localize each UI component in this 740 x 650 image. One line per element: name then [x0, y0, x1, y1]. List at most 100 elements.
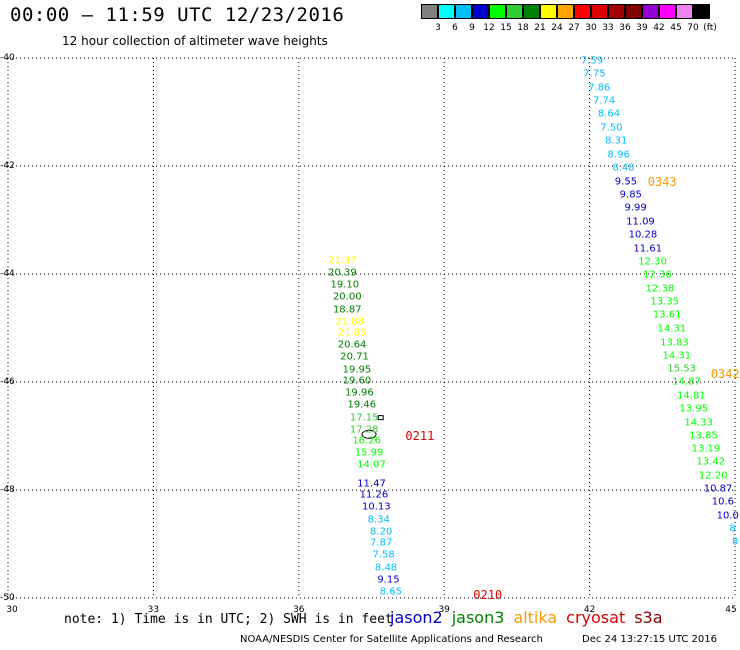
wave-height-value: 11.47	[357, 478, 386, 490]
lat-tick-label: -42	[0, 161, 15, 171]
wave-height-value: 14.07	[357, 459, 386, 471]
legend-label: 33	[602, 23, 614, 33]
generation-timestamp: Dec 24 13:27:15 UTC 2016	[582, 634, 717, 645]
satellite-name-jason3: jason3	[451, 608, 505, 627]
wave-height-value: 15.53	[667, 363, 696, 375]
satellite-name-altika: altika	[513, 608, 558, 627]
wave-height-value: 19.96	[345, 387, 374, 399]
lon-tick-label: 39	[438, 605, 450, 615]
wave-height-value: 7.58	[372, 549, 395, 561]
lat-tick-label: -46	[0, 377, 15, 387]
wave-height-value: 13.19	[691, 443, 721, 455]
wave-height-value: 13.42	[696, 456, 726, 468]
legend-swatch	[557, 4, 574, 19]
wave-height-value: 9.85	[619, 189, 642, 201]
wave-height-value: 21.85	[337, 327, 367, 339]
wave-height-value: 14.87	[672, 376, 701, 388]
pass-time-label: 0342	[710, 366, 740, 381]
lon-tick-label: 30	[6, 605, 18, 615]
track-marker-ellipse	[361, 429, 377, 439]
wave-height-value: 11.09	[626, 216, 655, 228]
legend-swatch	[676, 4, 693, 19]
track-layer	[361, 415, 384, 439]
wave-height-value: 10.6	[711, 496, 735, 508]
credit-text: NOAA/NESDIS Center for Satellite Applica…	[240, 634, 543, 645]
wave-height-value: 8.31	[605, 135, 628, 147]
satellite-name-cryosat: cryosat	[566, 608, 626, 627]
legend-swatch	[574, 4, 591, 19]
legend-swatch	[506, 4, 523, 19]
legend-swatch	[455, 4, 472, 19]
lat-tick-label: -44	[0, 269, 15, 279]
wave-height-value: 20.64	[337, 339, 367, 351]
wave-height-value: 19.95	[342, 364, 372, 376]
wave-height-value: 10.28	[628, 229, 658, 241]
wave-height-value: 7.86	[588, 82, 611, 94]
wave-height-value: 14.33	[684, 417, 713, 428]
legend-label: 9	[469, 23, 475, 33]
legend-label: 45	[670, 23, 682, 33]
legend-label: 3	[435, 23, 441, 33]
note-text: note: 1) Time is in UTC; 2) SWH is in fe…	[64, 612, 393, 627]
wave-height-value: 13.61	[652, 309, 682, 321]
wave-height-value: 17.15	[349, 412, 379, 424]
legend-swatch	[693, 4, 710, 19]
lon-tick-label: 33	[147, 605, 160, 615]
wave-height-value: 14.31	[657, 323, 687, 335]
legend-swatch	[438, 4, 455, 19]
legend-swatch	[591, 4, 608, 19]
wave-height-value: 13.35	[650, 296, 680, 308]
wave-height-value: 8.20	[370, 526, 393, 538]
legend-label: 27	[568, 23, 580, 33]
wave-height-value: 9.55	[614, 176, 638, 188]
legend-label: 39	[636, 23, 648, 33]
wave-height-value: 11.61	[633, 243, 663, 255]
wave-height-value: 8.96	[607, 149, 630, 161]
legend-swatch	[472, 4, 489, 19]
lat-tick-label: -48	[0, 485, 15, 495]
pass-time-label: 0211	[405, 429, 435, 443]
legend-label: 15	[500, 23, 512, 33]
wave-height-value: 9.99	[624, 202, 647, 214]
wave-height-value: 17.28	[349, 424, 379, 436]
legend-label: 70	[687, 23, 699, 33]
pass-time-label: 0343	[647, 175, 677, 190]
wave-height-value: 8	[731, 536, 739, 548]
wave-height-value: 10.0	[716, 510, 739, 522]
wave-height-value: 12.38	[645, 283, 675, 295]
satellite-name-jason2: jason2	[390, 608, 443, 627]
wave-height-value: 20.00	[332, 291, 362, 303]
wave-height-value: 8.48	[374, 562, 398, 574]
wave-height-value: 12.20	[698, 470, 728, 482]
wave-height-value: 9.15	[377, 574, 400, 586]
wave-height-value: 8.34	[367, 514, 390, 526]
wave-height-value: 10.87	[703, 483, 733, 495]
map-title: 00:00 – 11:59 UTC 12/23/2016	[10, 4, 345, 26]
legend-label: 36	[619, 23, 631, 33]
legend-label: (ft)	[703, 23, 717, 33]
wave-height-value: 7.87	[370, 537, 393, 549]
pass-time-label: 0210	[473, 588, 503, 603]
lon-tick-label: 45	[725, 605, 737, 615]
satellite-key: jason2 jason3 altika cryosat s3a	[390, 608, 672, 627]
lon-tick-label: 36	[293, 605, 305, 615]
legend-swatch	[659, 4, 676, 19]
legend-swatch	[421, 4, 438, 19]
wave-height-value: 11.26	[359, 489, 389, 501]
legend-label: 30	[585, 23, 597, 33]
legend-swatch	[523, 4, 540, 19]
legend-swatch	[625, 4, 642, 19]
wave-height-value: 7.59	[580, 55, 604, 67]
legend-swatch	[642, 4, 659, 19]
legend-label: 6	[452, 23, 458, 33]
wave-height-value: 20.39	[328, 267, 357, 279]
legend-label: 12	[483, 23, 495, 33]
map-subtitle: 12 hour collection of altimeter wave hei…	[62, 34, 328, 48]
wave-height-value: 21.37	[328, 255, 357, 267]
lat-tick-label: -50	[0, 593, 15, 603]
wave-height-value: 13.83	[660, 337, 689, 349]
wave-height-value: 13.95	[679, 403, 709, 415]
wave-height-value: 13.85	[689, 430, 718, 442]
wave-height-value: 8.48	[612, 162, 635, 174]
